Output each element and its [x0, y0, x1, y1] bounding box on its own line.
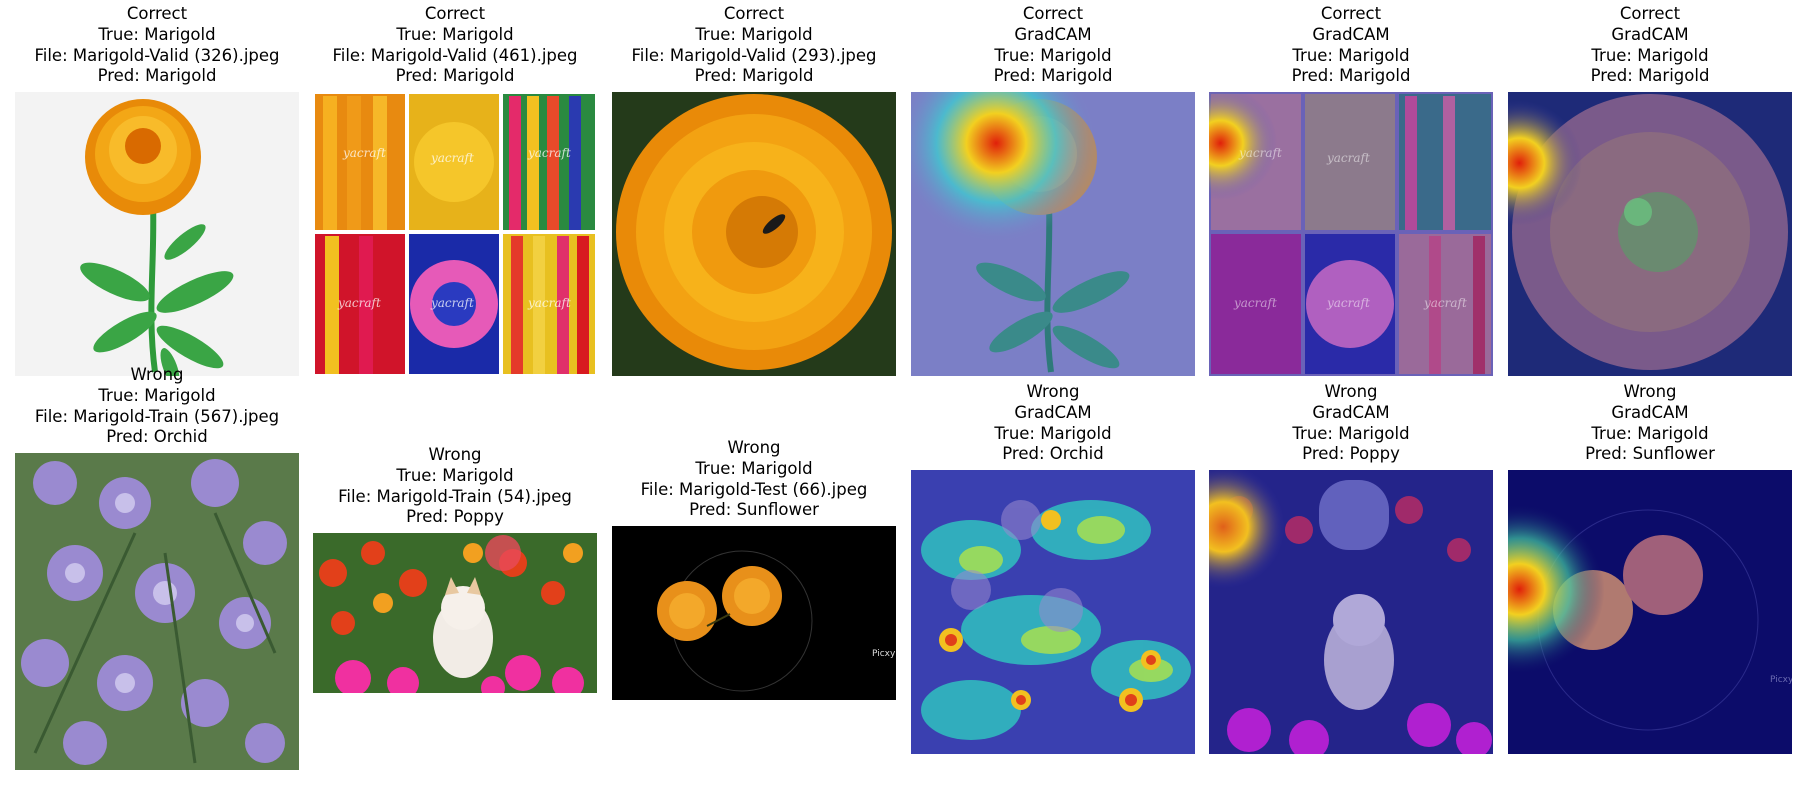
caption-status: Correct — [126, 4, 188, 23]
gradcam-heatmap-image: Picxy — [1508, 470, 1792, 754]
panel-wrong-2: Wrong True: Marigold File: Marigold-Trai… — [313, 445, 597, 693]
caption-prediction: Pred: Orchid — [1002, 444, 1104, 464]
caption-status: Wrong — [428, 445, 482, 464]
marigolds-black-background-image: Picxy — [612, 526, 896, 700]
panel-caption: Wrong True: Marigold File: Marigold-Trai… — [313, 445, 597, 528]
caption-true-label: True: Marigold — [1591, 423, 1709, 443]
watermark-text: yacraft — [1423, 296, 1467, 310]
panel-caption: Correct GradCAM True: Marigold Pred: Mar… — [1209, 4, 1493, 87]
panel-caption: Correct GradCAM True: Marigold Pred: Mar… — [1508, 4, 1792, 87]
caption-file-name: File: Marigold-Valid (293).jpeg — [631, 45, 877, 65]
caption-file-name: File: Marigold-Train (54).jpeg — [338, 486, 572, 506]
caption-status: Wrong — [1324, 382, 1378, 401]
watermark-text: Picxy — [1770, 675, 1792, 685]
caption-true-label: True: Marigold — [1591, 45, 1709, 65]
panel-caption: Wrong True: Marigold File: Marigold-Test… — [612, 438, 896, 521]
calendula-closeup-image — [612, 92, 896, 376]
caption-true-label: True: Marigold — [396, 465, 514, 485]
caption-status: Wrong — [1623, 382, 1677, 401]
gradcam-heatmap-image — [911, 92, 1195, 376]
caption-true-label: True: Marigold — [1292, 423, 1410, 443]
caption-status: Wrong — [1026, 382, 1080, 401]
watermark-text: yacraft — [527, 296, 571, 310]
caption-prediction: Pred: Poppy — [1302, 444, 1400, 464]
watermark-text: yacraft — [527, 146, 571, 160]
caption-true-label: True: Marigold — [695, 24, 813, 44]
panel-correct-1: Correct True: Marigold File: Marigold-Va… — [15, 4, 299, 376]
caption-true-label: True: Marigold — [994, 45, 1112, 65]
panel-correct-3: Correct True: Marigold File: Marigold-Va… — [612, 4, 896, 376]
caption-method: GradCAM — [1014, 24, 1092, 44]
caption-status: Correct — [1022, 4, 1084, 23]
caption-status: Correct — [1320, 4, 1382, 23]
caption-status: Correct — [424, 4, 486, 23]
caption-prediction: Pred: Marigold — [1291, 66, 1411, 86]
panel-caption: Wrong GradCAM True: Marigold Pred: Sunfl… — [1508, 382, 1792, 465]
caption-method: GradCAM — [1014, 402, 1092, 422]
caption-method: GradCAM — [1312, 24, 1390, 44]
caption-method: GradCAM — [1611, 402, 1689, 422]
watermark-text: yacraft — [1326, 296, 1370, 310]
panel-gradcam-wrong-1: Wrong GradCAM True: Marigold Pred: Orchi… — [911, 382, 1195, 754]
caption-status: Wrong — [130, 365, 184, 384]
watermark-text: yacraft — [430, 296, 474, 310]
watermark-text: yacraft — [337, 296, 381, 310]
panel-caption: Correct True: Marigold File: Marigold-Va… — [612, 4, 896, 87]
caption-prediction: Pred: Poppy — [406, 507, 504, 527]
caption-true-label: True: Marigold — [1292, 45, 1410, 65]
panel-gradcam-wrong-3: Wrong GradCAM True: Marigold Pred: Sunfl… — [1508, 382, 1792, 754]
caption-file-name: File: Marigold-Valid (326).jpeg — [34, 45, 280, 65]
gradcam-heatmap-image — [1508, 92, 1792, 376]
caption-status: Correct — [1619, 4, 1681, 23]
rosemary-flowers-image — [15, 453, 299, 770]
watermark-text: yacraft — [1238, 146, 1282, 160]
caption-status: Wrong — [727, 438, 781, 457]
caption-true-label: True: Marigold — [994, 423, 1112, 443]
panel-wrong-3: Wrong True: Marigold File: Marigold-Test… — [612, 438, 896, 700]
panel-caption: Wrong GradCAM True: Marigold Pred: Orchi… — [911, 382, 1195, 465]
caption-prediction: Pred: Marigold — [993, 66, 1113, 86]
panel-caption: Correct True: Marigold File: Marigold-Va… — [313, 4, 597, 87]
panel-gradcam-correct-3: Correct GradCAM True: Marigold Pred: Mar… — [1508, 4, 1792, 376]
gradcam-heatmap-image — [1209, 470, 1493, 754]
watermark-text: Picxy — [872, 649, 896, 659]
watermark-text: yacraft — [1326, 151, 1370, 165]
caption-method: GradCAM — [1312, 402, 1390, 422]
gradcam-heatmap-image: yacraft yacraft yacraft yacraft yacraft — [1209, 92, 1493, 376]
watermark-text: yacraft — [430, 151, 474, 165]
panel-caption: Correct True: Marigold File: Marigold-Va… — [15, 4, 299, 87]
panel-caption: Correct GradCAM True: Marigold Pred: Mar… — [911, 4, 1195, 87]
panel-wrong-1: Wrong True: Marigold File: Marigold-Trai… — [15, 365, 299, 770]
caption-file-name: File: Marigold-Test (66).jpeg — [640, 479, 868, 499]
caption-status: Correct — [723, 4, 785, 23]
caption-prediction: Pred: Sunflower — [1585, 444, 1715, 464]
panel-caption: Wrong GradCAM True: Marigold Pred: Poppy — [1209, 382, 1493, 465]
caption-prediction: Pred: Marigold — [1590, 66, 1710, 86]
caption-prediction: Pred: Orchid — [106, 427, 208, 447]
panel-correct-2: Correct True: Marigold File: Marigold-Va… — [313, 4, 597, 376]
marigold-illustration-image — [15, 92, 299, 376]
caption-file-name: File: Marigold-Train (567).jpeg — [34, 406, 280, 426]
caption-true-label: True: Marigold — [98, 24, 216, 44]
caption-true-label: True: Marigold — [396, 24, 514, 44]
caption-prediction: Pred: Marigold — [395, 66, 515, 86]
watermark-text: yacraft — [1233, 296, 1277, 310]
garland-collage-image: yacraft yacraft yacraft yacraft yacraft … — [313, 92, 597, 376]
caption-file-name: File: Marigold-Valid (461).jpeg — [332, 45, 578, 65]
watermark-text: yacraft — [342, 146, 386, 160]
caption-prediction: Pred: Sunflower — [689, 500, 819, 520]
caption-prediction: Pred: Marigold — [694, 66, 814, 86]
panel-gradcam-wrong-2: Wrong GradCAM True: Marigold Pred: Poppy — [1209, 382, 1493, 754]
caption-prediction: Pred: Marigold — [97, 66, 217, 86]
kitten-flowers-image — [313, 533, 597, 693]
gradcam-heatmap-image — [911, 470, 1195, 754]
panel-gradcam-correct-1: Correct GradCAM True: Marigold Pred: Mar… — [911, 4, 1195, 376]
caption-true-label: True: Marigold — [695, 458, 813, 478]
panel-gradcam-correct-2: Correct GradCAM True: Marigold Pred: Mar… — [1209, 4, 1493, 376]
caption-true-label: True: Marigold — [98, 385, 216, 405]
panel-caption: Wrong True: Marigold File: Marigold-Trai… — [15, 365, 299, 448]
caption-method: GradCAM — [1611, 24, 1689, 44]
